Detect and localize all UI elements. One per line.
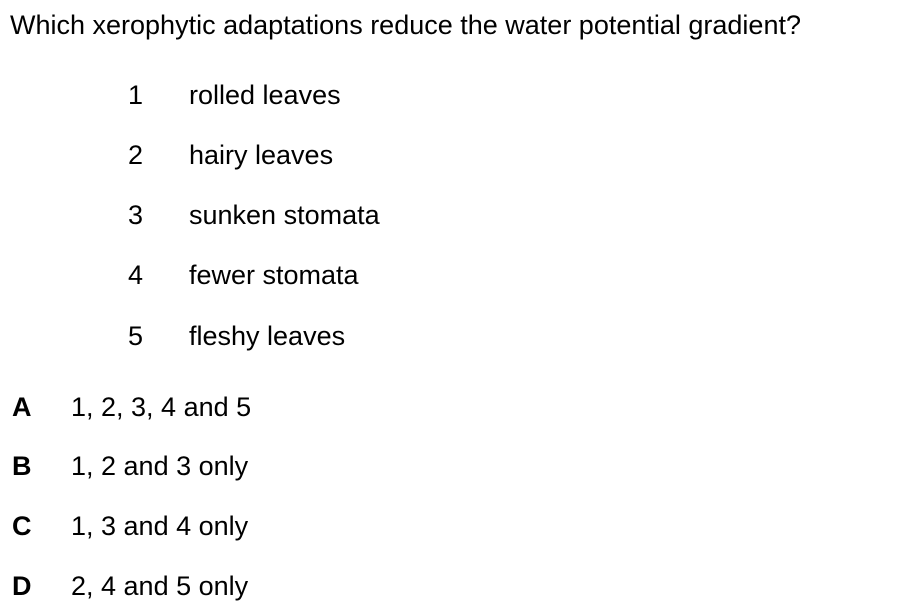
statement-item: 4 fewer stomata [0, 256, 916, 294]
statement-number: 4 [128, 260, 144, 290]
statement-text: fleshy leaves [189, 321, 346, 351]
statement-number: 1 [128, 80, 144, 110]
option-c[interactable]: C 1, 3 and 4 only [0, 507, 916, 545]
statement-number: 3 [128, 200, 144, 230]
statement-text: rolled leaves [189, 80, 341, 110]
option-text: 1, 2, 3, 4 and 5 [71, 392, 252, 422]
option-d[interactable]: D 2, 4 and 5 only [0, 567, 916, 605]
option-text: 2, 4 and 5 only [71, 571, 249, 601]
question-text: Which xerophytic adaptations reduce the … [10, 10, 801, 40]
statement-text: fewer stomata [189, 260, 359, 290]
option-letter: A [12, 392, 32, 422]
option-text: 1, 2 and 3 only [71, 451, 249, 481]
option-text: 1, 3 and 4 only [71, 511, 249, 541]
statement-text: sunken stomata [189, 200, 380, 230]
option-letter: B [12, 451, 32, 481]
statement-number: 5 [128, 321, 144, 351]
statement-item: 2 hairy leaves [0, 136, 916, 174]
option-a[interactable]: A 1, 2, 3, 4 and 5 [0, 388, 916, 426]
statement-item: 5 fleshy leaves [0, 317, 916, 355]
option-letter: C [12, 511, 32, 541]
statement-text: hairy leaves [189, 140, 334, 170]
statement-number: 2 [128, 140, 144, 170]
option-letter: D [12, 571, 32, 601]
option-b[interactable]: B 1, 2 and 3 only [0, 447, 916, 485]
statement-item: 3 sunken stomata [0, 196, 916, 234]
statement-item: 1 rolled leaves [0, 76, 916, 114]
